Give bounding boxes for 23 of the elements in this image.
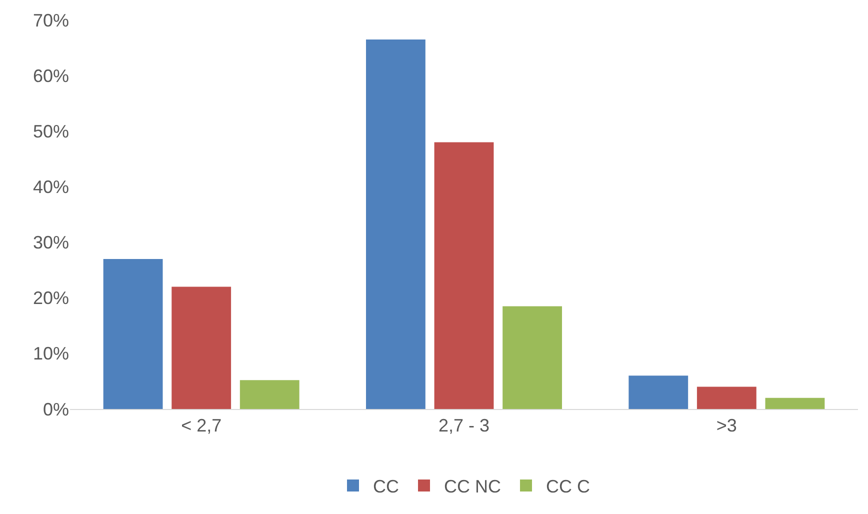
bar — [765, 398, 825, 409]
bar — [502, 306, 562, 409]
bar — [696, 386, 756, 409]
legend-label: CC C — [546, 476, 590, 497]
y-tick-label: 60% — [32, 66, 69, 86]
y-tick-label: 10% — [32, 344, 69, 364]
x-tick-label: < 2,7 — [181, 416, 222, 436]
y-tick-label: 50% — [32, 121, 69, 142]
bar — [240, 380, 300, 409]
x-tick-label: >3 — [716, 416, 737, 436]
bar — [434, 142, 494, 409]
bar — [366, 39, 426, 409]
y-tick-label: 70% — [32, 10, 69, 30]
y-tick-label: 40% — [32, 177, 69, 198]
bar — [172, 286, 232, 409]
y-tick-label: 0% — [42, 399, 69, 420]
bar — [103, 258, 163, 409]
x-tick-label: 2,7 - 3 — [438, 416, 490, 436]
legend-label: CC NC — [444, 476, 501, 497]
bar — [628, 376, 688, 409]
legend-label: CC — [373, 476, 399, 497]
y-tick-label: 30% — [32, 232, 69, 253]
y-tick-label: 20% — [32, 288, 69, 308]
